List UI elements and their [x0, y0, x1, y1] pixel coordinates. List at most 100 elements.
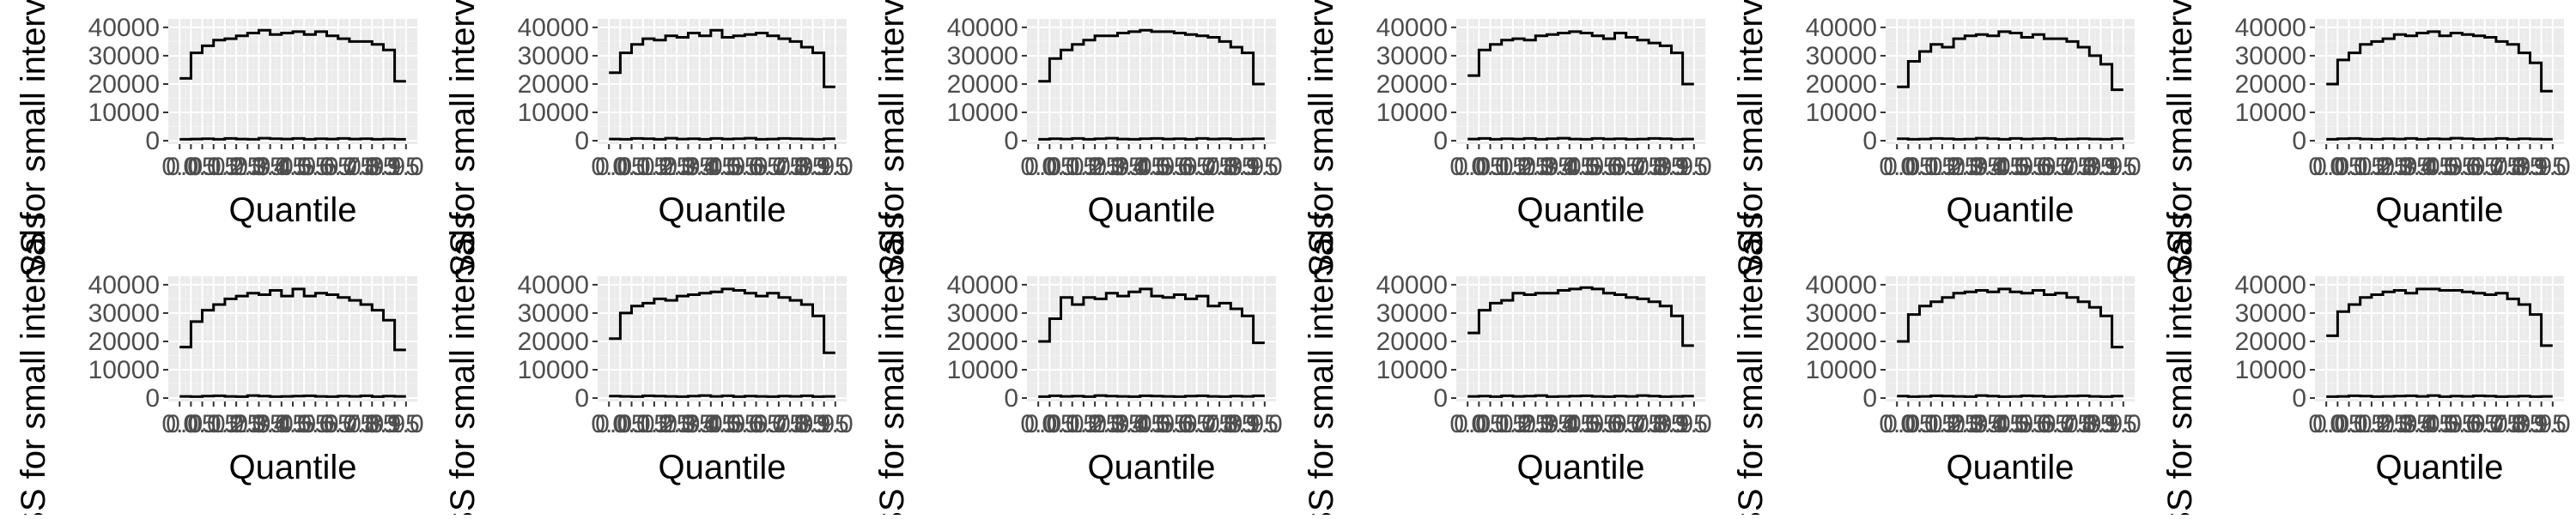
x-tick-label: 0.15	[618, 410, 668, 438]
x-tick-label: 0.1	[1473, 153, 1509, 181]
x-tick-label: 0.1	[1043, 410, 1079, 438]
y-axis-title: SS for small intervals	[873, 212, 911, 515]
x-tick-label: 0.95	[1228, 410, 1278, 438]
y-tick-label: 30000	[1806, 42, 1877, 70]
x-tick-label: 0.05	[2312, 153, 2362, 181]
x-tick-label: 0.55	[1138, 153, 1188, 181]
x-tick-label: 0.95	[2516, 410, 2566, 438]
x-tick-label: 0.25	[211, 410, 261, 438]
x-tick-label: 0.7	[1179, 410, 1215, 438]
x-tick-label: 1.0	[1247, 153, 1283, 181]
y-tick-label: 10000	[2235, 356, 2306, 384]
x-tick-label: 0.75	[1183, 153, 1233, 181]
x-tick-label: 0.65	[301, 410, 351, 438]
x-tick-label: 0.0	[2308, 410, 2344, 438]
x-tick-label: 0.85	[347, 153, 397, 181]
y-tick-label: 40000	[1376, 14, 1448, 42]
series-2-line	[179, 394, 406, 398]
x-tick-label: 0.5	[1563, 410, 1599, 438]
x-tick-label: 0.1	[185, 410, 221, 438]
x-tick-label: 0.95	[799, 153, 848, 181]
x-tick-label: 0.45	[2403, 410, 2453, 438]
x-tick-label: 0.75	[2042, 410, 2092, 438]
y-tick-label: 10000	[518, 99, 589, 127]
x-tick-label: 0.05	[1883, 153, 1933, 181]
y-axis-title: SS for small intervals	[15, 0, 52, 277]
x-tick-label: 0.0	[591, 410, 627, 438]
x-tick-label: 0.35	[663, 410, 713, 438]
y-axis-title: SS for small intervals	[1732, 212, 1770, 515]
series-2-line	[179, 136, 406, 141]
x-tick-label: 0.2	[207, 410, 243, 438]
x-tick-label: 0.2	[2354, 153, 2390, 181]
x-tick-label: 0.0	[2308, 153, 2344, 181]
x-tick-label: 0.6	[1586, 153, 1622, 181]
x-axis-title: Quantile	[2376, 449, 2504, 486]
x-tick-label: 0.95	[2087, 153, 2136, 181]
x-tick-label: 0.8	[2489, 410, 2525, 438]
x-tick-label: 0.8	[772, 153, 808, 181]
series-1-line	[1467, 30, 1694, 86]
x-tick-label: 0.85	[2494, 153, 2543, 181]
y-tick-label: 40000	[518, 14, 589, 42]
series-1-line	[179, 287, 406, 352]
y-tick-label: 20000	[947, 328, 1018, 356]
y-tick-label: 0	[1862, 384, 1877, 413]
x-tick-label: 0.95	[799, 410, 848, 438]
x-axis-title: Quantile	[2376, 191, 2504, 229]
x-tick-label: 0.65	[2019, 410, 2069, 438]
x-tick-label: 0.7	[1608, 410, 1644, 438]
x-tick-label: 0.3	[1517, 153, 1553, 181]
x-tick-label: 0.25	[641, 410, 690, 438]
y-axis-title: SS for small intervals	[1732, 0, 1770, 277]
y-tick-label: 0	[1433, 384, 1448, 413]
x-tick-label: 0.8	[1631, 410, 1667, 438]
y-tick-label: 0	[574, 384, 589, 413]
y-tick-label: 0	[2292, 127, 2306, 155]
x-tick-label: 0.7	[2038, 153, 2074, 181]
x-tick-label: 0.6	[1157, 410, 1193, 438]
x-tick-label: 0.55	[1138, 410, 1188, 438]
x-tick-label: 0.7	[2467, 410, 2503, 438]
x-tick-label: 0.95	[2087, 410, 2136, 438]
x-tick-label: 0.4	[252, 410, 289, 438]
x-tick-label: 0.6	[1586, 410, 1622, 438]
x-tick-label: 0.2	[1495, 410, 1531, 438]
x-tick-label: 0.5	[1563, 153, 1599, 181]
x-tick-label: 0.4	[1111, 153, 1147, 181]
y-tick-label: 20000	[1806, 70, 1877, 99]
x-tick-label: 0.05	[595, 153, 645, 181]
series-1-line	[1897, 287, 2123, 349]
x-tick-label: 0.5	[1133, 410, 1170, 438]
x-tick-label: 0.25	[211, 153, 261, 181]
y-tick-label: 30000	[2235, 299, 2306, 328]
y-tick-label: 30000	[1376, 299, 1448, 328]
series-2-line	[2326, 394, 2553, 398]
x-tick-label: 0.85	[776, 410, 826, 438]
x-tick-label: 0.45	[1974, 153, 2024, 181]
x-tick-label: 0.9	[1224, 410, 1261, 438]
x-tick-label: 0.45	[1545, 153, 1595, 181]
y-tick-label: 40000	[2235, 271, 2306, 299]
x-tick-label: 0.6	[2445, 153, 2481, 181]
x-tick-label: 0.55	[708, 410, 758, 438]
x-tick-label: 0.85	[2064, 153, 2114, 181]
x-tick-label: 0.05	[1024, 153, 1074, 181]
y-tick-label: 20000	[1806, 328, 1877, 356]
x-tick-label: 0.2	[1924, 410, 1960, 438]
y-tick-label: 40000	[1806, 14, 1877, 42]
x-tick-label: 0.3	[2376, 410, 2412, 438]
x-axis-title: Quantile	[229, 449, 357, 486]
x-tick-label: 0.7	[320, 153, 356, 181]
y-tick-label: 30000	[1806, 299, 1877, 328]
y-tick-label: 40000	[518, 271, 589, 299]
x-tick-label: 0.15	[1048, 410, 1097, 438]
x-tick-label: 0.55	[2426, 153, 2476, 181]
x-tick-label: 0.0	[1449, 153, 1485, 181]
x-tick-label: 0.45	[257, 410, 307, 438]
x-tick-label: 0.85	[776, 153, 826, 181]
y-tick-label: 20000	[1376, 70, 1448, 99]
x-tick-label: 0.4	[682, 410, 718, 438]
x-tick-label: 0.8	[1201, 153, 1237, 181]
